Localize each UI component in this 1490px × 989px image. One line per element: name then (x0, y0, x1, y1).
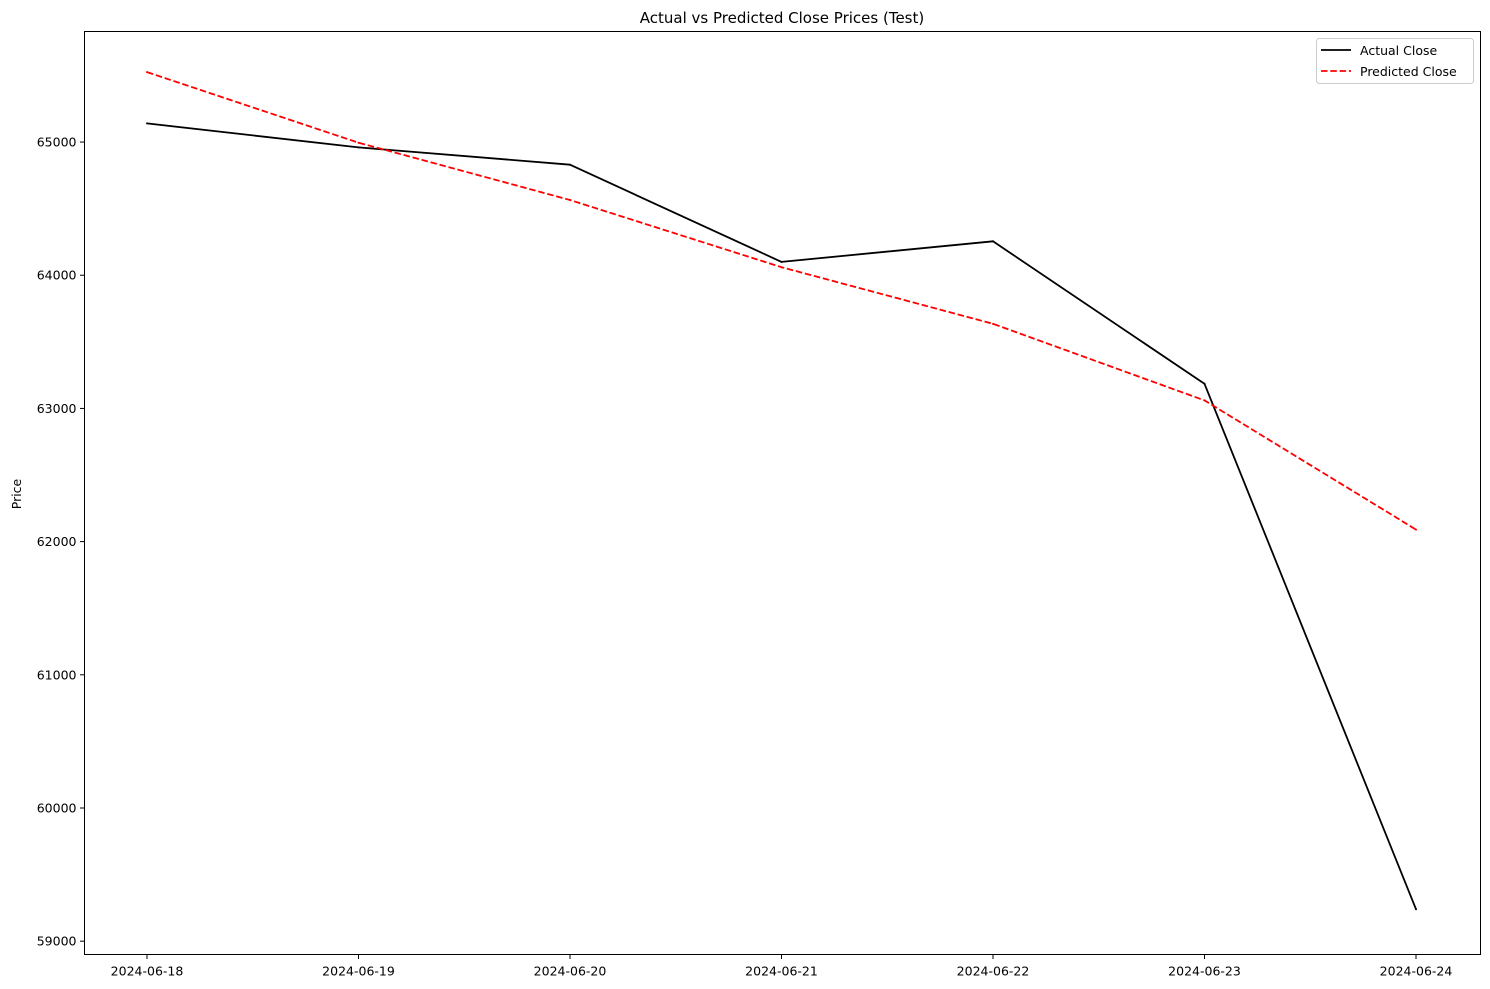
x-tick-label: 2024-06-21 (745, 964, 818, 979)
legend-label-predicted-close: Predicted Close (1360, 64, 1457, 79)
data-point-actual-close (357, 146, 360, 149)
y-tick-label: 61000 (37, 667, 77, 682)
x-tick-label: 2024-06-22 (957, 964, 1030, 979)
data-point-actual-close (1203, 382, 1206, 385)
data-point-actual-close (569, 163, 571, 166)
series-layer (146, 71, 1417, 911)
data-point-predicted-close (146, 71, 148, 74)
data-point-actual-close (992, 240, 994, 243)
data-point-predicted-close (992, 322, 994, 325)
y-tick-label: 60000 (37, 800, 77, 815)
data-point-predicted-close (1203, 399, 1206, 402)
x-tick-label: 2024-06-19 (322, 964, 395, 979)
x-tick-label: 2024-06-24 (1380, 964, 1453, 979)
x-tick-label: 2024-06-18 (111, 964, 184, 979)
legend: Actual Close Predicted Close (1316, 38, 1474, 84)
data-point-actual-close (780, 260, 783, 263)
y-axis-label: Price (9, 478, 24, 509)
data-point-predicted-close (569, 198, 571, 201)
legend-label-actual-close: Actual Close (1360, 43, 1437, 58)
y-tick-label: 64000 (37, 268, 77, 283)
plot-area-frame (84, 31, 1481, 955)
data-point-actual-close (146, 122, 148, 125)
y-tick-label: 62000 (37, 534, 77, 549)
chart-title: Actual vs Predicted Close Prices (Test) (640, 9, 924, 27)
data-point-predicted-close (780, 266, 783, 269)
data-point-actual-close (1415, 908, 1417, 911)
ticks-layer: 2024-06-18 2024-06-19 2024-06-20 2024-06-21… (37, 135, 1453, 979)
y-tick-label: 63000 (37, 401, 77, 416)
x-tick-label: 2024-06-23 (1168, 964, 1241, 979)
y-tick-label: 65000 (37, 135, 77, 150)
legend-box (1316, 38, 1474, 84)
data-point-predicted-close (1415, 528, 1417, 531)
data-point-predicted-close (357, 141, 360, 144)
y-tick-label: 59000 (37, 934, 77, 949)
x-tick-label: 2024-06-20 (534, 964, 607, 979)
